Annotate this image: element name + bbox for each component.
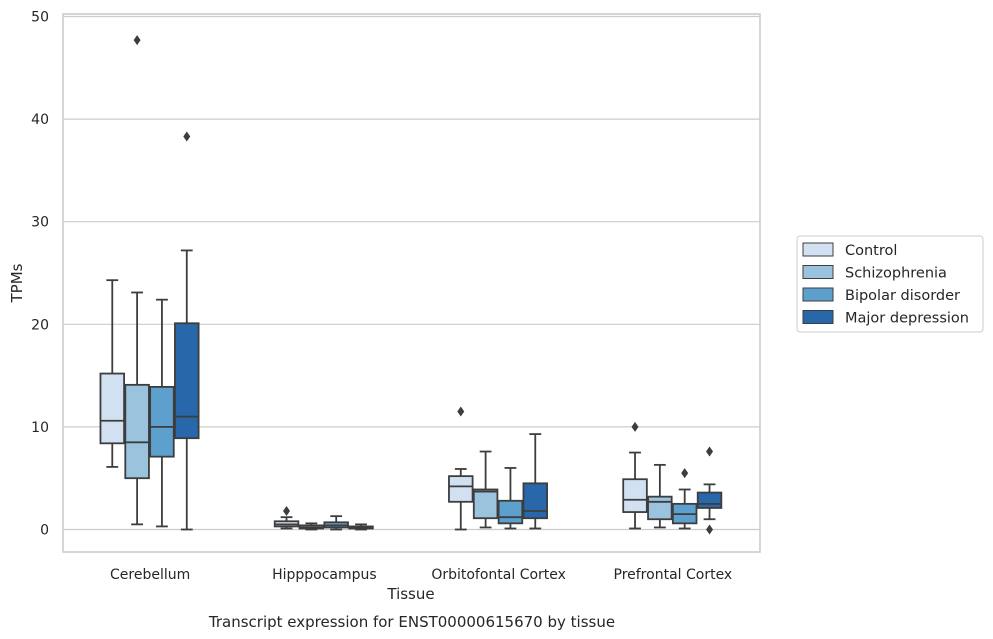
legend-label: Schizophrenia — [845, 266, 947, 282]
outlier-point — [631, 421, 639, 432]
plot-area — [62, 13, 761, 553]
series-group — [174, 131, 723, 535]
x-tick-label: Prefrontal Cortex — [614, 567, 733, 583]
y-axis-label: TPMs — [8, 263, 26, 303]
y-tick-label: 0 — [40, 523, 49, 539]
x-tick-labels: Cerebellum Hipppocampus Orbitofontal Corte… — [110, 567, 732, 583]
box — [522, 482, 548, 520]
outlier-point — [283, 506, 291, 517]
box — [174, 322, 200, 440]
x-tick-label: Orbitofontal Cortex — [431, 567, 566, 583]
box — [696, 491, 723, 509]
box — [472, 488, 499, 520]
box — [124, 383, 150, 480]
legend-swatch — [802, 242, 834, 257]
box — [497, 499, 524, 525]
figure-caption: Transcript expression for ENST0000061567… — [208, 613, 615, 631]
outlier-point — [457, 406, 465, 417]
legend-label: Control — [845, 243, 897, 259]
box — [448, 475, 474, 503]
outlier-point — [706, 446, 714, 457]
legend-frame — [796, 235, 984, 333]
box — [99, 372, 125, 445]
outlier-point — [681, 468, 689, 479]
legend-swatch — [802, 265, 834, 279]
series-group — [99, 279, 648, 531]
legend-swatch — [802, 287, 834, 302]
legend-label: Major depression — [845, 311, 969, 327]
box-series — [99, 35, 723, 535]
legend: Control Schizophrenia Bipolar disorder Majo… — [796, 235, 984, 333]
y-tick-label: 20 — [31, 317, 49, 333]
y-tick-label: 30 — [31, 215, 49, 231]
box — [149, 385, 175, 458]
legend-label: Bipolar disorder — [845, 288, 960, 304]
y-tick-label: 50 — [31, 10, 49, 26]
legend-swatch — [802, 310, 834, 324]
series-group — [124, 35, 673, 531]
x-tick-label: Cerebellum — [110, 567, 190, 583]
x-axis-label: Tissue — [386, 585, 434, 603]
outlier-point — [706, 524, 714, 535]
x-tick-label: Hipppocampus — [272, 567, 377, 583]
box — [622, 478, 648, 513]
y-tick-labels: 0 10 20 30 40 50 — [31, 10, 49, 539]
series-group — [149, 298, 698, 531]
outlier-point — [133, 35, 141, 46]
y-tick-label: 40 — [31, 112, 49, 128]
outlier-point — [183, 131, 191, 142]
box — [647, 495, 673, 521]
y-tick-label: 10 — [31, 420, 49, 436]
